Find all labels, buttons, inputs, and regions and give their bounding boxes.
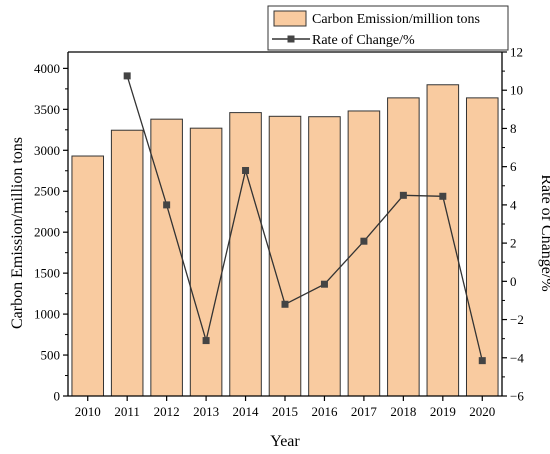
legend: Carbon Emission/million tons Rate of Cha… (267, 5, 509, 51)
rate-point-2015 (281, 300, 289, 308)
legend-bar-swatch (273, 10, 307, 27)
rate-point-2017 (360, 237, 368, 245)
x-tick-label: 2018 (390, 404, 416, 419)
y2-tick-label: −2 (510, 312, 524, 327)
x-axis-title: Year (270, 433, 300, 450)
bar-2013 (189, 127, 223, 397)
y-axis-title: Carbon Emission/million tons (9, 137, 26, 329)
y-tick-label: 3000 (34, 143, 60, 158)
rate-point-2014 (242, 166, 250, 174)
y2-tick-label: −4 (510, 350, 524, 365)
legend-line-marker (287, 35, 295, 43)
x-tick-label: 2010 (75, 404, 101, 419)
bar-2011 (110, 129, 144, 397)
rate-of-change-line (126, 75, 483, 361)
rate-point-2018 (399, 191, 407, 199)
y2-tick-label: 8 (510, 121, 517, 136)
x-tick-label: 2017 (351, 404, 378, 419)
y-tick-label: 1500 (34, 266, 60, 281)
y-tick-label: 1000 (34, 307, 60, 322)
rate-point-2011 (123, 72, 131, 80)
legend-bar-label: Carbon Emission/million tons (312, 12, 480, 27)
y2-tick-label: 4 (510, 197, 517, 212)
x-tick-label: 2013 (193, 404, 219, 419)
rate-point-2013 (202, 337, 210, 345)
x-tick-label: 2014 (233, 404, 260, 419)
bar-2016 (308, 116, 341, 397)
y-tick-label: 4000 (34, 61, 60, 76)
legend-line-label: Rate of Change/% (312, 33, 415, 48)
bar-2015 (268, 115, 302, 397)
y2-tick-label: −6 (510, 389, 524, 404)
rate-point-2012 (163, 201, 171, 209)
y2-axis-title: Rate of Change/% (538, 174, 550, 291)
bar-2020 (465, 97, 499, 397)
x-tick-label: 2011 (114, 404, 140, 419)
bar-2018 (387, 97, 420, 397)
legend-box (267, 5, 509, 51)
y2-tick-label: 10 (510, 83, 523, 98)
bar-2012 (150, 118, 183, 397)
y2-tick-label: 12 (510, 45, 523, 60)
x-tick-label: 2019 (430, 404, 456, 419)
x-tick-label: 2015 (272, 404, 298, 419)
rate-point-2020 (478, 357, 486, 365)
y2-tick-label: 2 (510, 236, 517, 251)
y-tick-label: 2000 (34, 225, 60, 240)
y2-tick-label: 0 (510, 274, 517, 289)
y-tick-label: 500 (41, 348, 61, 363)
rate-point-2019 (439, 192, 447, 200)
rate-point-2016 (320, 280, 328, 288)
line-layer (123, 72, 486, 365)
y-tick-label: 0 (54, 389, 61, 404)
y-tick-label: 2500 (34, 184, 60, 199)
bar-2014 (229, 112, 262, 397)
x-tick-label: 2020 (469, 404, 495, 419)
y-tick-label: 3500 (34, 102, 60, 117)
bars-layer (71, 84, 499, 397)
bar-2010 (71, 155, 105, 397)
y2-tick-label: 6 (510, 159, 517, 174)
x-tick-label: 2012 (154, 404, 180, 419)
x-tick-label: 2016 (311, 404, 338, 419)
axes-layer: 05001000150020002500300035004000−6−4−202… (34, 45, 524, 420)
